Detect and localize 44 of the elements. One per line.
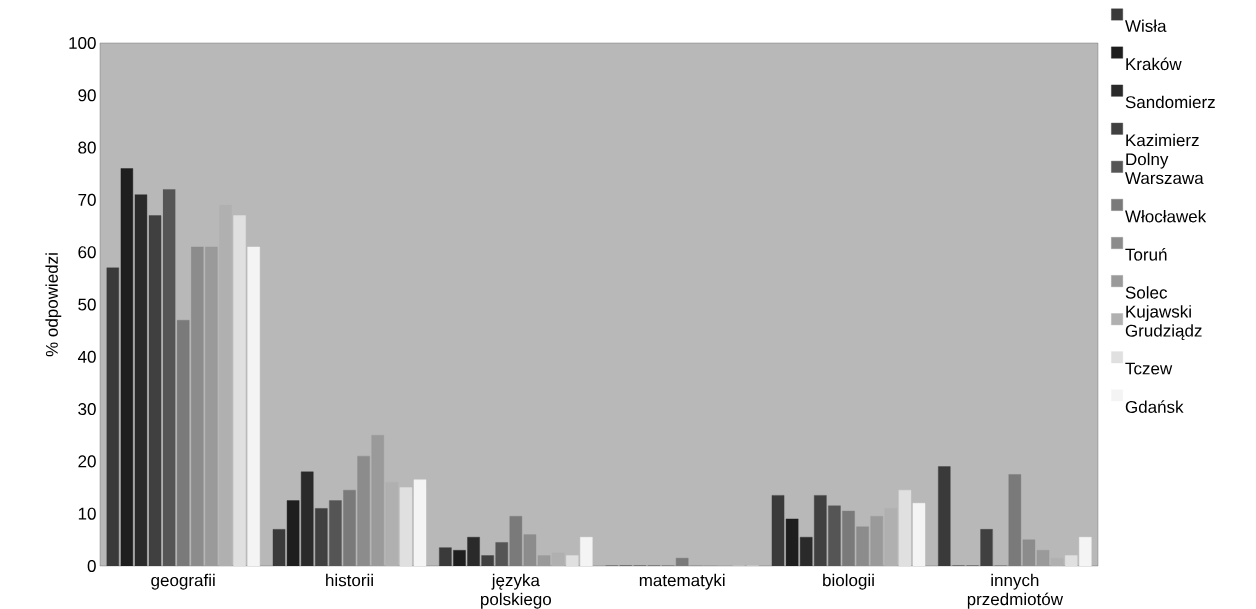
legend-label: Sandomierz <box>1125 95 1215 109</box>
bar <box>842 510 855 566</box>
legend-label: Tczew <box>1125 362 1173 375</box>
bar <box>162 189 176 566</box>
bar <box>176 319 190 566</box>
x-tick-label: historii <box>326 573 373 587</box>
bar <box>828 505 841 566</box>
bar <box>343 489 356 566</box>
legend-label: Solec Kujawski <box>1125 286 1191 321</box>
legend-label: Grudziądz <box>1125 324 1202 341</box>
legend-label: Włocławek <box>1125 209 1207 223</box>
bar <box>1008 474 1022 566</box>
x-tick-label: geografii <box>151 573 215 590</box>
legend-label: Warszawa <box>1125 172 1204 185</box>
y-tick-label: 10 <box>78 507 96 520</box>
y-tick-label: 0 <box>87 559 96 573</box>
legend-label: Gdańsk <box>1125 400 1184 413</box>
y-tick-label: 90 <box>78 89 96 102</box>
legend-label: Toruń <box>1125 247 1167 261</box>
x-tick-label: języka polskiego <box>481 573 552 609</box>
legend-label: Kraków <box>1126 57 1182 71</box>
bar <box>233 215 246 566</box>
y-tick-label: 30 <box>78 403 96 416</box>
x-tick-label: biologii <box>823 573 874 590</box>
y-tick-label: 40 <box>77 350 96 363</box>
bar <box>399 487 413 566</box>
x-tick-label: innych przedmiotów <box>967 573 1064 609</box>
y-tick-label: 60 <box>78 246 96 259</box>
bar <box>495 542 508 566</box>
bar <box>675 557 689 566</box>
y-tick-label: 80 <box>78 141 96 154</box>
y-tick-label: 70 <box>78 193 96 206</box>
y-tick-label: 20 <box>78 455 96 468</box>
legend-label: Kazimierz Dolny <box>1126 133 1199 169</box>
bar <box>329 500 342 566</box>
bar <box>565 555 579 566</box>
y-tick-label: 100 <box>69 36 96 50</box>
bar <box>509 516 523 566</box>
y-axis-title: % odpowiedzi <box>45 253 62 357</box>
bar <box>898 489 912 566</box>
bar <box>1064 555 1078 566</box>
y-tick-label: 50 <box>78 298 96 311</box>
legend-label: Wisła <box>1125 19 1167 32</box>
x-tick-label: matematyki <box>639 573 725 590</box>
